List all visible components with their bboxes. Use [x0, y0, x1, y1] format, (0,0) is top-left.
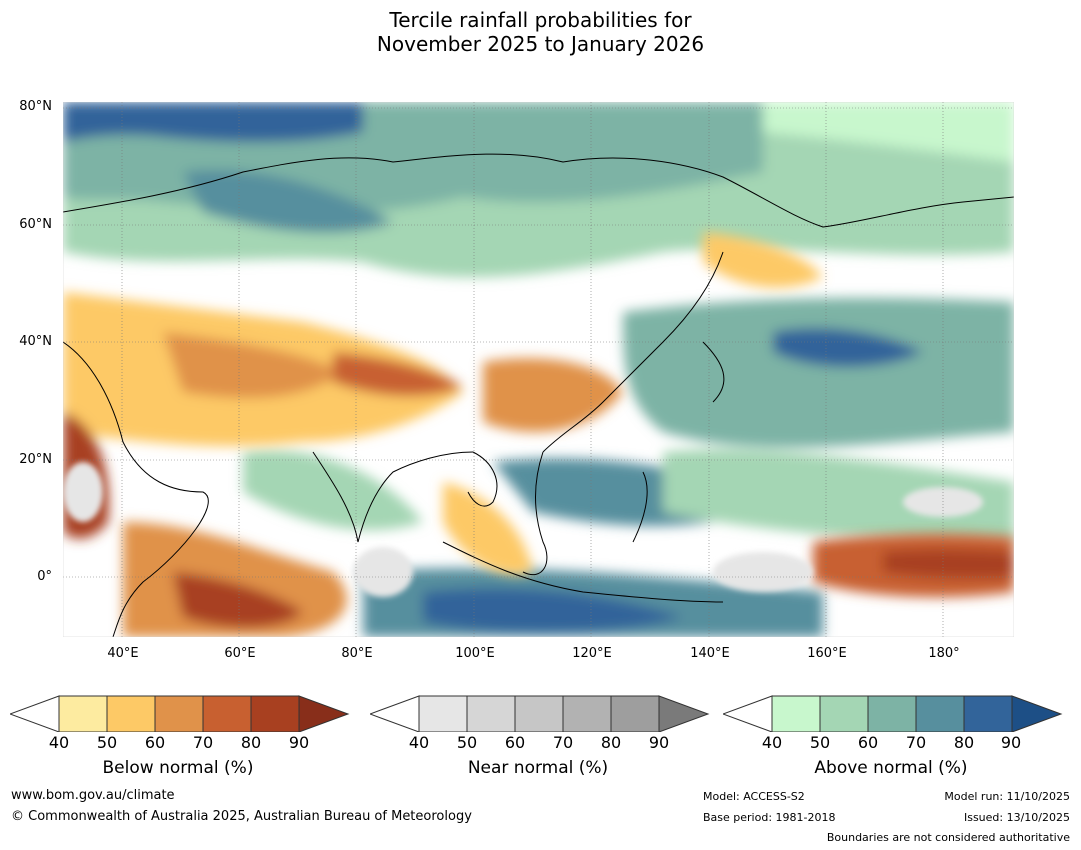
tick-near-50: 50	[456, 733, 478, 752]
near-normal-fields	[63, 462, 983, 597]
title-line-1: Tercile rainfall probabilities for	[389, 8, 692, 32]
tick-below-40: 40	[48, 733, 70, 752]
coastlines	[63, 153, 1014, 637]
lon-label-180: 180°	[928, 646, 960, 661]
lat-label-40n: 40°N	[19, 334, 52, 349]
graticule	[63, 102, 1014, 637]
lat-label-equator: 0°	[37, 569, 52, 584]
model-name: Model: ACCESS-S2	[703, 790, 805, 803]
lon-label-100e: 100°E	[455, 646, 495, 661]
tick-above-50: 50	[809, 733, 831, 752]
tick-near-60: 60	[504, 733, 526, 752]
colorbar-near-normal	[370, 695, 710, 732]
tick-below-80: 80	[240, 733, 262, 752]
colorbar-above-normal	[723, 695, 1063, 732]
lon-label-80e: 80°E	[341, 646, 373, 661]
tick-below-50: 50	[96, 733, 118, 752]
colorbar-below-normal	[10, 695, 350, 732]
tick-above-80: 80	[953, 733, 975, 752]
lat-label-60n: 60°N	[19, 217, 52, 232]
boundaries-disclaimer: Boundaries are not considered authoritat…	[826, 831, 1070, 844]
lat-label-80n: 80°N	[19, 99, 52, 114]
base-period: Base period: 1981-2018	[703, 811, 836, 824]
colorbar-title-above: Above normal (%)	[814, 758, 968, 778]
tick-below-90: 90	[288, 733, 310, 752]
tick-near-80: 80	[600, 733, 622, 752]
tick-near-40: 40	[408, 733, 430, 752]
issued-date: Issued: 13/10/2025	[963, 811, 1070, 824]
lon-label-140e: 140°E	[690, 646, 730, 661]
lon-label-160e: 160°E	[807, 646, 847, 661]
tick-above-70: 70	[905, 733, 927, 752]
copyright-text: © Commonwealth of Australia 2025, Austra…	[11, 809, 472, 824]
above-normal-fields	[63, 102, 1014, 637]
lon-label-40e: 40°E	[107, 646, 139, 661]
tick-above-90: 90	[1000, 733, 1022, 752]
colorbar-title-below: Below normal (%)	[102, 758, 254, 778]
tick-near-70: 70	[552, 733, 574, 752]
title-line-2: November 2025 to January 2026	[376, 32, 705, 56]
rainfall-probability-map	[63, 102, 1014, 637]
tick-above-40: 40	[761, 733, 783, 752]
tick-below-60: 60	[144, 733, 166, 752]
model-run: Model run: 11/10/2025	[944, 790, 1070, 803]
lon-label-120e: 120°E	[572, 646, 612, 661]
lon-label-60e: 60°E	[224, 646, 256, 661]
lat-label-20n: 20°N	[19, 452, 52, 467]
tick-near-90: 90	[648, 733, 670, 752]
colorbar-title-near: Near normal (%)	[467, 758, 609, 778]
website-link[interactable]: www.bom.gov.au/climate	[11, 788, 175, 803]
map-title: Tercile rainfall probabilities for Novem…	[0, 8, 1081, 56]
tick-above-60: 60	[857, 733, 879, 752]
tick-below-70: 70	[192, 733, 214, 752]
